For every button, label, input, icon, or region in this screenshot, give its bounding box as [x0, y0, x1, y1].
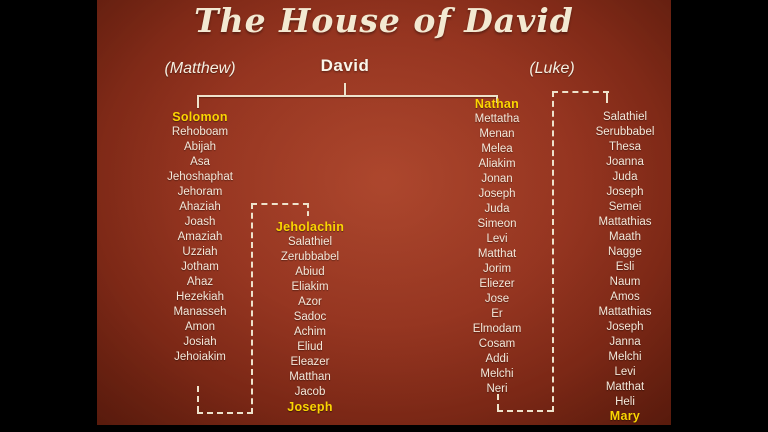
genealogy-name: Uzziah	[182, 246, 218, 258]
name-list-matthew-royal: Rehoboam Abijah Asa Jehoshaphat Jehoram Ahazi…	[140, 125, 260, 365]
genealogy-name: Levi	[614, 366, 636, 378]
genealogy-name: Cosam	[478, 338, 516, 350]
genealogy-name: Abijah	[184, 141, 216, 153]
column-header-nathan: Nathan	[474, 97, 520, 111]
column-matthew-exile-line: Jeholachin Salathiel Zerubbabel Abiud Eliak…	[250, 220, 370, 415]
name-list-luke-final: Salathiel Serubbabel Thesa Joanna Juda Joseph…	[565, 110, 685, 410]
name-list-luke-nathan: Mettatha Menan Melea Aliakim Jonan Joseph Juda…	[437, 112, 557, 397]
dashed-connector-luke-top	[552, 91, 609, 93]
genealogy-name: Joseph	[478, 188, 516, 200]
genealogy-name: Jorim	[482, 263, 512, 275]
genealogy-name: Amon	[184, 321, 216, 333]
genealogy-name: Esli	[615, 261, 635, 273]
genealogy-name: Sadoc	[293, 311, 327, 323]
column-header-jeholachin: Jeholachin	[275, 220, 345, 234]
genealogy-name: Jose	[484, 293, 510, 305]
genealogy-name: Joseph	[606, 321, 644, 333]
dashed-connector-neri-stub	[497, 394, 499, 410]
genealogy-name: Jotham	[181, 261, 219, 273]
genealogy-name: Hezekiah	[176, 291, 224, 303]
genealogy-name: Eleazer	[290, 356, 330, 368]
gospel-label-luke: (Luke)	[529, 60, 575, 77]
gospel-label-matthew: (Matthew)	[164, 60, 236, 77]
column-footer-mary: Mary	[609, 409, 641, 423]
dashed-connector-exile-bottom	[197, 412, 253, 414]
genealogy-name: Janna	[609, 336, 641, 348]
dashed-connector-salathiel-stub	[606, 91, 608, 103]
name-list-matthew-exile: Salathiel Zerubbabel Abiud Eliakim Azor Sadoc…	[250, 235, 370, 400]
genealogy-name: Achim	[294, 326, 326, 338]
dashed-connector-exile-vertical	[251, 203, 253, 414]
genealogy-name: Naum	[609, 276, 641, 288]
genealogy-name: Menan	[479, 128, 515, 140]
genealogy-name: Mattathias	[598, 306, 652, 318]
genealogy-name: Manasseh	[173, 306, 227, 318]
genealogy-name: Jacob	[294, 386, 326, 398]
dashed-connector-exile-top	[251, 203, 309, 205]
genealogy-name: Maath	[609, 231, 641, 243]
genealogy-name: Jehoshaphat	[167, 171, 233, 183]
slide-background	[97, 0, 671, 425]
genealogy-name: Eliezer	[479, 278, 515, 290]
column-luke-nathan-line: Nathan Mettatha Menan Melea Aliakim Jonan Jos…	[437, 97, 557, 397]
root-name-david: David	[320, 56, 370, 75]
genealogy-name: Jonan	[481, 173, 513, 185]
genealogy-name: Simeon	[477, 218, 517, 230]
connector-david-stem	[344, 83, 346, 96]
genealogy-name: Mattathias	[598, 216, 652, 228]
genealogy-name: Addi	[485, 353, 509, 365]
genealogy-name: Ahaz	[186, 276, 214, 288]
connector-bracket-right-stub	[496, 95, 498, 103]
genealogy-name: Matthat	[605, 381, 645, 393]
genealogy-name: Jehoram	[177, 186, 223, 198]
dashed-connector-jeholachin-stub	[307, 203, 309, 216]
genealogy-name: Aliakim	[478, 158, 516, 170]
genealogy-name: Thesa	[609, 141, 641, 153]
genealogy-name: Juda	[612, 171, 638, 183]
genealogy-name: Josiah	[183, 336, 217, 348]
genealogy-name: Amos	[610, 291, 640, 303]
genealogy-name: Abiud	[295, 266, 325, 278]
genealogy-name: Joanna	[606, 156, 644, 168]
genealogy-name: Zerubbabel	[280, 251, 340, 263]
column-luke-final-line: Salathiel Serubbabel Thesa Joanna Juda Joseph…	[565, 110, 685, 424]
genealogy-name: Serubbabel	[595, 126, 655, 138]
genealogy-name: Nagge	[608, 246, 642, 258]
genealogy-name: Joseph	[606, 186, 644, 198]
genealogy-name: Levi	[486, 233, 508, 245]
column-matthew-royal-line: Solomon Rehoboam Abijah Asa Jehoshaphat Jeho…	[140, 110, 260, 365]
genealogy-name: Heli	[615, 396, 635, 408]
genealogy-name: Rehoboam	[171, 126, 229, 138]
genealogy-name: Eliud	[297, 341, 323, 353]
genealogy-name: Salathiel	[287, 236, 333, 248]
genealogy-name: Amaziah	[177, 231, 223, 243]
genealogy-name: Eliakim	[291, 281, 329, 293]
column-header-solomon: Solomon	[172, 110, 228, 124]
genealogy-name: Jehoiakim	[174, 351, 226, 363]
genealogy-name: Melchi	[480, 368, 514, 380]
genealogy-name: Ahaziah	[179, 201, 221, 213]
genealogy-name: Matthat	[477, 248, 517, 260]
genealogy-name: Neri	[486, 383, 508, 395]
connector-bracket-left-stub	[197, 95, 199, 108]
genealogy-name: Asa	[190, 156, 210, 168]
slide-title: The House of David	[194, 1, 574, 40]
genealogy-name: Er	[491, 308, 503, 320]
dashed-connector-jehoiakim-stub	[197, 386, 199, 412]
connector-bracket-horizontal	[197, 95, 498, 97]
genealogy-name: Salathiel	[602, 111, 648, 123]
genealogy-name: Elmodam	[472, 323, 522, 335]
genealogy-name: Juda	[484, 203, 510, 215]
genealogy-name: Matthan	[289, 371, 331, 383]
column-footer-joseph: Joseph	[287, 400, 333, 414]
genealogy-name: Joash	[184, 216, 216, 228]
dashed-connector-luke-bottom	[497, 410, 553, 412]
genealogy-name: Melea	[481, 143, 513, 155]
genealogy-name: Semei	[608, 201, 642, 213]
genealogy-name: Mettatha	[474, 113, 520, 125]
genealogy-name: Azor	[298, 296, 322, 308]
dashed-connector-luke-vertical	[552, 91, 554, 412]
genealogy-name: Melchi	[608, 351, 642, 363]
